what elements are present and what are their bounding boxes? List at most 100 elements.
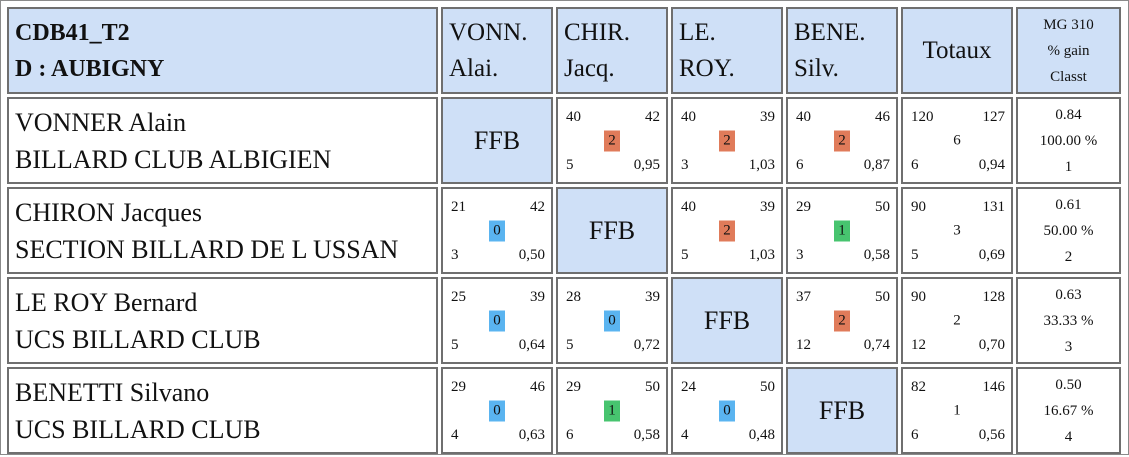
best-series: 6 (566, 427, 574, 443)
general-average: 0,95 (633, 157, 660, 173)
player-club: UCS BILLARD CLUB (15, 414, 261, 444)
total-match-points: 2 (953, 312, 961, 328)
points-scored: 29 (451, 379, 466, 395)
points-target: 42 (645, 109, 660, 125)
stats-cell[interactable]: 0.63 33.33 % 3 (1016, 277, 1121, 364)
totals-cell[interactable]: 90 131 3 5 0,69 (901, 187, 1013, 274)
total-average: 0,56 (978, 427, 1005, 443)
match-result-cell[interactable]: 40 39 2 3 1,03 (671, 97, 783, 184)
general-average: 0,58 (863, 247, 890, 263)
totals-cell[interactable]: 120 127 6 6 0,94 (901, 97, 1013, 184)
match-result-cell[interactable]: 29 50 1 3 0,58 (786, 187, 898, 274)
total-match-points: 1 (953, 402, 961, 418)
self-match-cell: FFB (556, 187, 668, 274)
opponent-column-header[interactable]: VONN. Alai. (441, 7, 553, 94)
points-scored: 24 (681, 379, 696, 395)
player-cell[interactable]: LE ROY Bernard UCS BILLARD CLUB (7, 277, 438, 364)
points-target: 46 (530, 379, 545, 395)
opponent-column-header[interactable]: BENE. Silv. (786, 7, 898, 94)
match-points-badge: 1 (834, 220, 850, 241)
stat-win-percent: 50.00 % (1043, 222, 1094, 239)
best-series: 4 (451, 427, 459, 443)
stats-cell[interactable]: 0.61 50.00 % 2 (1016, 187, 1121, 274)
column-header-line1: BENE. (794, 18, 866, 46)
column-header-line2: Silv. (794, 54, 839, 82)
total-points-scored: 90 (911, 289, 926, 305)
player-cell[interactable]: BENETTI Silvano UCS BILLARD CLUB (7, 367, 438, 454)
total-points-target: 146 (982, 379, 1006, 395)
stat-mg: 0.63 (1055, 286, 1082, 303)
match-result-cell[interactable]: 40 46 2 6 0,87 (786, 97, 898, 184)
player-club: UCS BILLARD CLUB (15, 324, 261, 354)
column-header-line2: Jacq. (564, 54, 615, 82)
best-series: 12 (796, 337, 811, 353)
match-points-badge: 2 (834, 310, 850, 331)
column-header-line1: LE. (679, 18, 716, 46)
player-cell[interactable]: VONNER Alain BILLARD CLUB ALBIGIEN (7, 97, 438, 184)
best-series: 4 (681, 427, 689, 443)
general-average: 0,48 (748, 427, 775, 443)
best-series: 5 (681, 247, 689, 263)
stat-mg: 0.50 (1055, 376, 1082, 393)
stat-win-percent: 100.00 % (1039, 132, 1098, 149)
points-target: 39 (760, 199, 775, 215)
total-match-points: 6 (953, 132, 961, 148)
total-points-target: 127 (982, 109, 1006, 125)
match-result-cell[interactable]: 21 42 0 3 0,50 (441, 187, 553, 274)
match-result-cell[interactable]: 29 46 0 4 0,63 (441, 367, 553, 454)
points-scored: 40 (566, 109, 581, 125)
totals-cell[interactable]: 90 128 2 12 0,70 (901, 277, 1013, 364)
general-average: 0,63 (518, 427, 545, 443)
total-average: 0,70 (978, 337, 1005, 353)
match-points-badge: 0 (719, 400, 735, 421)
match-points-badge: 2 (834, 130, 850, 151)
best-series: 5 (566, 157, 574, 173)
column-header-line1: VONN. (449, 18, 528, 46)
stat-win-percent: 33.33 % (1043, 312, 1094, 329)
column-header-line2: ROY. (679, 54, 735, 82)
column-header-line2: Alai. (449, 54, 499, 82)
general-average: 0,74 (863, 337, 890, 353)
points-target: 42 (530, 199, 545, 215)
stats-header[interactable]: MG 310 % gain Classt (1016, 7, 1121, 94)
self-match-cell: FFB (671, 277, 783, 364)
total-best-series: 6 (911, 427, 919, 443)
best-series: 3 (681, 157, 689, 173)
stats-cell[interactable]: 0.50 16.67 % 4 (1016, 367, 1121, 454)
best-series: 5 (451, 337, 459, 353)
self-match-cell: FFB (786, 367, 898, 454)
points-scored: 29 (796, 199, 811, 215)
match-result-cell[interactable]: 29 50 1 6 0,58 (556, 367, 668, 454)
stats-header-pct: % gain (1047, 42, 1090, 59)
match-result-cell[interactable]: 40 39 2 5 1,03 (671, 187, 783, 274)
points-target: 50 (645, 379, 660, 395)
total-points-target: 131 (982, 199, 1006, 215)
match-result-cell[interactable]: 40 42 2 5 0,95 (556, 97, 668, 184)
best-series: 3 (796, 247, 804, 263)
results-table: CDB41_T2 D : AUBIGNY VONN. Alai. CHIR. Jacq. L… (4, 4, 1124, 457)
general-average: 0,58 (633, 427, 660, 443)
opponent-column-header[interactable]: CHIR. Jacq. (556, 7, 668, 94)
best-series: 6 (796, 157, 804, 173)
player-club: BILLARD CLUB ALBIGIEN (15, 144, 332, 174)
player-cell[interactable]: CHIRON Jacques SECTION BILLARD DE L USSAN (7, 187, 438, 274)
stat-rank: 2 (1064, 248, 1073, 265)
player-row: LE ROY Bernard UCS BILLARD CLUB 25 39 0 5 0,64… (7, 277, 1121, 364)
match-result-cell[interactable]: 37 50 2 12 0,74 (786, 277, 898, 364)
competition-code: CDB41_T2 (15, 19, 130, 46)
totals-header[interactable]: Totaux (901, 7, 1013, 94)
totals-cell[interactable]: 82 146 1 6 0,56 (901, 367, 1013, 454)
opponent-column-header[interactable]: LE. ROY. (671, 7, 783, 94)
match-result-cell[interactable]: 24 50 0 4 0,48 (671, 367, 783, 454)
stats-cell[interactable]: 0.84 100.00 % 1 (1016, 97, 1121, 184)
best-series: 5 (566, 337, 574, 353)
match-result-cell[interactable]: 28 39 0 5 0,72 (556, 277, 668, 364)
match-points-badge: 1 (604, 400, 620, 421)
competition-title-cell: CDB41_T2 D : AUBIGNY (7, 7, 438, 94)
points-scored: 21 (451, 199, 466, 215)
self-match-cell: FFB (441, 97, 553, 184)
player-name: LE ROY Bernard (15, 287, 198, 317)
results-body: CDB41_T2 D : AUBIGNY VONN. Alai. CHIR. Jacq. L… (7, 7, 1121, 454)
match-result-cell[interactable]: 25 39 0 5 0,64 (441, 277, 553, 364)
